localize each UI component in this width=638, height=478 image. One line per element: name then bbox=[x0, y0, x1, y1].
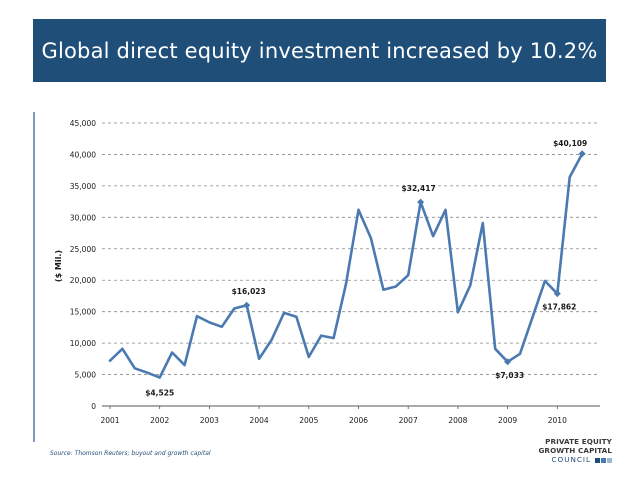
y-tick-label: 25,000 bbox=[70, 245, 96, 254]
source-note: Source: Thomson Reuters; buyout and grow… bbox=[50, 450, 211, 457]
logo-council-text: COUNCIL bbox=[551, 455, 591, 464]
y-tick-label: 40,000 bbox=[70, 150, 96, 159]
series-line bbox=[108, 152, 584, 379]
x-tick-label: 2009 bbox=[498, 416, 517, 425]
data-point-marker bbox=[417, 198, 425, 206]
data-label: $32,417 bbox=[402, 184, 436, 193]
x-tick-label: 2006 bbox=[349, 416, 368, 425]
x-tick-label: 2002 bbox=[150, 416, 169, 425]
data-point-marker bbox=[578, 150, 586, 158]
x-tick-label: 2003 bbox=[200, 416, 219, 425]
data-point-marker bbox=[243, 301, 251, 309]
y-tick-label: 5,000 bbox=[75, 371, 97, 380]
data-label: $40,109 bbox=[553, 139, 587, 148]
logo-line-2: GROWTH CAPITAL bbox=[538, 446, 612, 455]
x-tick-label: 2010 bbox=[548, 416, 567, 425]
y-tick-label: 20,000 bbox=[70, 276, 96, 285]
y-tick-label: 35,000 bbox=[70, 182, 96, 191]
title-banner: Global direct equity investment increase… bbox=[33, 19, 606, 82]
left-accent-rule bbox=[33, 112, 35, 442]
page-title: Global direct equity investment increase… bbox=[41, 38, 598, 63]
data-point-marker bbox=[504, 358, 512, 366]
y-tick-label: 45,000 bbox=[70, 119, 96, 128]
y-axis-label: ($ Mil.) bbox=[54, 249, 63, 283]
x-tick-label: 2008 bbox=[448, 416, 467, 425]
pegcc-logo: PRIVATE EQUITY GROWTH CAPITAL COUNCIL bbox=[532, 437, 612, 467]
data-point-marker bbox=[553, 290, 561, 298]
y-tick-label: 10,000 bbox=[70, 339, 96, 348]
y-tick-label: 15,000 bbox=[70, 308, 96, 317]
data-label: $7,033 bbox=[495, 371, 524, 380]
x-tick-label: 2005 bbox=[299, 416, 318, 425]
x-tick-label: 2007 bbox=[399, 416, 418, 425]
x-tick-label: 2004 bbox=[250, 416, 269, 425]
data-label: $4,525 bbox=[145, 389, 174, 398]
data-label: $16,023 bbox=[232, 287, 266, 296]
y-tick-label: 30,000 bbox=[70, 213, 96, 222]
x-tick-label: 2001 bbox=[100, 416, 119, 425]
logo-line-3: COUNCIL bbox=[532, 455, 612, 465]
y-tick-label: 0 bbox=[91, 402, 96, 411]
data-label: $17,862 bbox=[542, 303, 576, 312]
logo-squares-icon bbox=[594, 456, 612, 465]
logo-line-1: PRIVATE EQUITY bbox=[545, 437, 612, 446]
